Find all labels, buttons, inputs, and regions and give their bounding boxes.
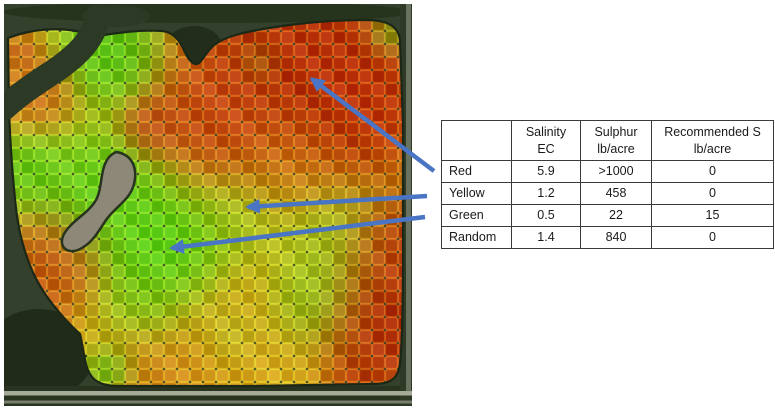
table-row-red: Red 5.9 >1000 0	[441, 160, 774, 183]
random-salinity: 1.4	[511, 226, 581, 249]
green-salinity: 0.5	[511, 204, 581, 227]
header-recommended: Recommended S lb/acre	[651, 120, 774, 161]
row-label-red: Red	[441, 160, 512, 183]
header-blank	[441, 120, 512, 161]
row-label-green: Green	[441, 204, 512, 227]
table-row-yellow: Yellow 1.2 458 0	[441, 182, 774, 205]
random-recommended: 0	[651, 226, 774, 249]
yellow-sulphur: 458	[580, 182, 652, 205]
table-row-random: Random 1.4 840 0	[441, 226, 774, 249]
row-label-yellow: Yellow	[441, 182, 512, 205]
random-sulphur: 840	[580, 226, 652, 249]
field-heatmap-map	[4, 4, 412, 406]
red-salinity: 5.9	[511, 160, 581, 183]
yellow-recommended: 0	[651, 182, 774, 205]
salinity-sulphur-table: Salinity EC Sulphur lb/acre Recommended …	[441, 120, 774, 249]
green-recommended: 15	[651, 204, 774, 227]
red-recommended: 0	[651, 160, 774, 183]
header-salinity: Salinity EC	[511, 120, 581, 161]
red-sulphur: >1000	[580, 160, 652, 183]
header-sulphur: Sulphur lb/acre	[580, 120, 652, 161]
table-header-row: Salinity EC Sulphur lb/acre Recommended …	[441, 120, 774, 161]
table-row-green: Green 0.5 22 15	[441, 204, 774, 227]
yellow-salinity: 1.2	[511, 182, 581, 205]
row-label-random: Random	[441, 226, 512, 249]
green-sulphur: 22	[580, 204, 652, 227]
